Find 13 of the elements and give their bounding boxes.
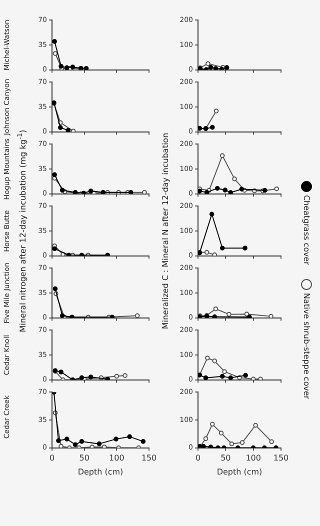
y-axis-title: Mineralized C : Mineral N after 12-day incubation [160,132,171,332]
x-axis-title: Depth (cm) [78,467,124,476]
x-tick-label: 0 [49,454,55,463]
x-tick-label: 0 [195,454,201,463]
legend-label: Native shrub-steppe cover [302,292,312,400]
x-tick-label: 100 [246,454,261,463]
legend-label: Cheatgrass cover [302,194,312,265]
x-tick-label: 150 [141,454,157,463]
x-tick-label: 50 [79,454,90,463]
x-tick-label: 50 [220,454,231,463]
x-tick-label: 100 [109,454,124,463]
x-axis-title: Depth (cm) [216,467,262,476]
x-tick-label: 150 [273,454,289,463]
